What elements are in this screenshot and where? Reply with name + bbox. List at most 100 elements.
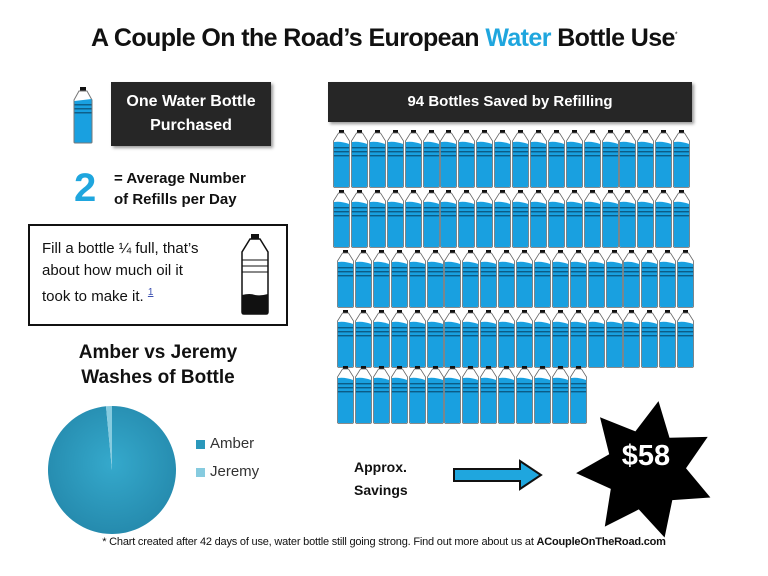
saved-bottle-icon <box>372 366 390 424</box>
saved-bottle-icon <box>337 366 354 424</box>
saved-bottle-icon <box>516 250 533 308</box>
saved-bottle-icon <box>444 366 462 424</box>
saved-bottle-icon <box>476 190 494 248</box>
title-prefix: A Couple On the Road’s European <box>91 24 486 52</box>
saved-bottle-icon <box>458 190 476 248</box>
saved-bottle-icon <box>426 310 444 368</box>
saved-bottle-icon <box>641 250 659 308</box>
saved-bottle-icon <box>619 130 637 188</box>
saved-bottle-icon <box>529 190 547 248</box>
saved-bottle-icon <box>458 130 476 188</box>
legend-label-amber: Amber <box>210 435 255 452</box>
saved-bottle-icon <box>655 130 673 188</box>
saved-bottle-icon <box>462 366 480 424</box>
legend-label-jeremy: Jeremy <box>210 463 260 480</box>
saved-bottle-icon <box>565 190 583 248</box>
saved-bottle-icon <box>480 366 498 424</box>
saved-bottle-icon <box>551 366 569 424</box>
legend-swatch-jeremy <box>196 467 205 477</box>
saved-bottle-icon <box>408 250 426 308</box>
saved-bottle-icon <box>565 130 583 188</box>
saved-bottle-icon <box>677 250 694 308</box>
pie-title-line2: Washes of Bottle <box>81 367 235 388</box>
saved-bottle-icon <box>354 310 372 368</box>
saved-bottle-icon <box>533 366 551 424</box>
purchased-line1: One Water Bottle <box>126 93 256 110</box>
saved-bottle-icon <box>390 310 408 368</box>
saved-bottle-icon <box>619 190 637 248</box>
savings-value: $58 <box>621 440 671 472</box>
saved-bottle-icon <box>422 190 440 248</box>
page-title: A Couple On the Road’s European Water Bo… <box>0 24 768 53</box>
saved-bottle-icon <box>601 190 619 248</box>
saved-bottle-icon <box>512 130 529 188</box>
title-suffix: Bottle Use <box>550 24 675 52</box>
oil-note-line1: Fill a bottle ¼ full, that’s <box>42 240 199 257</box>
refills-line2: of Refills per Day <box>114 191 237 208</box>
saved-bottle-icon <box>569 250 587 308</box>
saved-bottle-icon <box>333 190 350 248</box>
saved-bottle-icon <box>641 310 659 368</box>
saved-bottle-icon <box>587 310 605 368</box>
saved-bottle-icon <box>605 310 623 368</box>
purchased-line2: Purchased <box>150 117 232 134</box>
saved-bottle-icon <box>372 250 390 308</box>
saved-bottle-icon <box>368 190 386 248</box>
saved-bottle-icon <box>426 250 444 308</box>
saved-bottle-icon <box>337 310 354 368</box>
saved-bottle-icon <box>569 310 587 368</box>
saved-bottle-icon <box>333 130 350 188</box>
star-badge-icon <box>576 401 711 538</box>
saved-bottle-icon <box>476 130 494 188</box>
saved-bottle-icon <box>426 366 444 424</box>
saved-bottle-icon <box>440 130 458 188</box>
saved-bottle-icon <box>480 310 498 368</box>
pie-slice-jeremy <box>105 406 112 470</box>
saved-bottle-icon <box>408 366 426 424</box>
footnote-link[interactable]: 1 <box>147 287 154 298</box>
title-accent: Water <box>485 24 551 52</box>
savings-line2: Savings <box>354 482 408 498</box>
bottle-purchased-box: One Water Bottle Purchased <box>111 82 271 146</box>
saved-bottle-icon <box>354 250 372 308</box>
refills-number: 2 <box>74 166 97 210</box>
saved-bottle-icon <box>516 366 533 424</box>
saved-bottle-icon <box>337 250 354 308</box>
saved-bottle-icon <box>386 190 404 248</box>
oil-note-line3: took to make it. <box>42 288 144 305</box>
approx-savings-label: Approx. Savings <box>354 456 408 502</box>
saved-bottle-icon <box>498 310 515 368</box>
oil-note-box: Fill a bottle ¼ full, that’s about how m… <box>28 224 288 326</box>
saved-bottle-icon <box>354 366 372 424</box>
saved-bottle-icon <box>498 250 515 308</box>
water-bottle-icon <box>73 87 93 144</box>
refills-line1: = Average Number <box>114 170 246 187</box>
saved-bottle-icon <box>408 310 426 368</box>
saved-bottle-icon <box>623 310 641 368</box>
oil-note-text: Fill a bottle ¼ full, that’s about how m… <box>42 238 232 308</box>
legend-swatch-amber <box>196 439 205 449</box>
saved-bottle-icon <box>440 190 458 248</box>
saved-bottle-icon <box>551 250 569 308</box>
saved-bottle-icon <box>422 130 440 188</box>
saved-bottle-icon <box>444 250 462 308</box>
saved-bottle-icon <box>529 130 547 188</box>
saved-bottle-icon <box>372 310 390 368</box>
bottles-saved-header: 94 Bottles Saved by Refilling <box>328 82 692 122</box>
saved-bottle-icon <box>462 310 480 368</box>
footer-site-link[interactable]: ACoupleOnTheRoad.com <box>536 536 666 548</box>
oil-bottle-icon <box>241 234 269 315</box>
saved-bottle-icon <box>587 250 605 308</box>
title-footnote-mark: * <box>674 31 678 39</box>
saved-bottle-icon <box>605 250 623 308</box>
pie-legend: Amber Jeremy <box>196 430 259 486</box>
saved-bottle-icon <box>368 130 386 188</box>
saved-bottle-icon <box>512 190 529 248</box>
saved-bottle-icon <box>637 190 655 248</box>
saved-bottle-icon <box>623 250 641 308</box>
saved-bottle-icon <box>533 250 551 308</box>
saved-bottle-icon <box>569 366 587 424</box>
saved-bottle-icon <box>547 190 565 248</box>
washes-pie-chart <box>48 406 177 534</box>
saved-bottle-icon <box>494 130 511 188</box>
